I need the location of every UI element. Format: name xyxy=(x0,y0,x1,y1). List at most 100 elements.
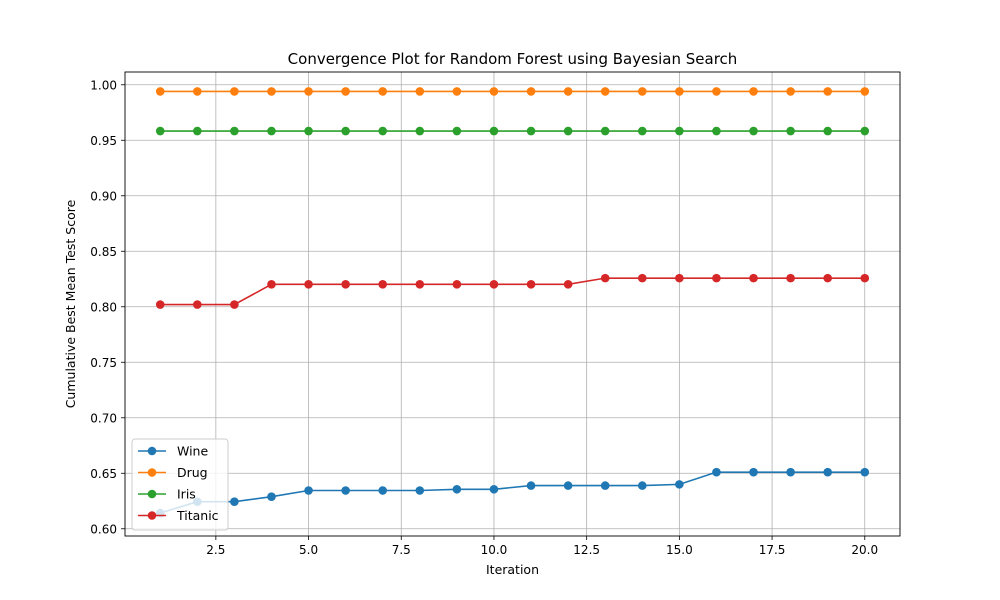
data-point-wine xyxy=(526,481,536,490)
x-axis-label: Iteration xyxy=(486,562,539,577)
x-tick-label: 15.0 xyxy=(666,543,693,557)
data-point-wine xyxy=(637,481,647,490)
x-tick-label: 5.0 xyxy=(299,543,318,557)
data-point-drug xyxy=(267,87,276,96)
y-tick-label: 0.65 xyxy=(90,467,117,481)
data-point-wine xyxy=(304,486,313,495)
data-point-iris xyxy=(749,126,758,136)
data-point-titanic xyxy=(675,273,684,283)
data-point-iris xyxy=(823,126,832,136)
data-point-titanic xyxy=(452,280,462,289)
plot-frame xyxy=(124,71,901,537)
data-point-iris xyxy=(637,126,647,136)
legend-marker xyxy=(147,489,157,499)
data-point-drug xyxy=(563,87,573,96)
data-point-drug xyxy=(823,87,832,96)
data-point-iris xyxy=(415,126,425,136)
x-tick-label: 20.0 xyxy=(851,543,878,557)
data-point-iris xyxy=(563,126,573,136)
legend-marker xyxy=(147,511,157,520)
data-point-iris xyxy=(341,126,350,136)
data-point-iris xyxy=(230,126,239,136)
legend-label: Titanic xyxy=(176,508,219,523)
data-point-iris xyxy=(155,126,165,136)
legend-item-wine: Wine xyxy=(138,444,208,459)
series-line-wine xyxy=(159,471,865,514)
axes: 2.5 5.0 7.5 10.0 12.5 15.0 17.5 20.0 0.60 0.65 0.7… xyxy=(90,78,878,557)
data-point-wine xyxy=(749,467,758,477)
series-drug xyxy=(155,87,870,96)
y-axis-label: Cumulative Best Mean Test Score xyxy=(63,199,78,408)
data-point-titanic xyxy=(637,273,647,283)
data-point-drug xyxy=(675,87,684,96)
data-point-wine xyxy=(786,467,795,477)
data-point-titanic xyxy=(526,280,536,289)
data-point-iris xyxy=(489,126,499,136)
data-point-titanic xyxy=(193,300,202,309)
data-point-titanic xyxy=(823,273,832,283)
data-point-titanic xyxy=(563,280,573,289)
y-tick-label: 0.80 xyxy=(90,300,117,314)
grid xyxy=(125,72,900,536)
data-point-drug xyxy=(786,87,795,96)
data-point-titanic xyxy=(267,280,276,289)
data-point-wine xyxy=(675,480,684,489)
data-point-titanic xyxy=(304,280,313,289)
data-point-titanic xyxy=(860,273,870,283)
data-point-wine xyxy=(452,484,462,494)
series-titanic xyxy=(155,273,870,309)
legend-item-iris: Iris xyxy=(138,487,196,502)
data-point-wine xyxy=(563,481,573,490)
data-point-wine xyxy=(267,492,276,502)
x-tick-label: 7.5 xyxy=(392,543,411,557)
legend: Wine Drug Iris Titanic xyxy=(131,438,229,531)
data-point-drug xyxy=(860,87,870,96)
x-tick-label: 2.5 xyxy=(206,543,225,557)
y-tick-label: 0.85 xyxy=(90,245,117,259)
y-tick-label: 0.75 xyxy=(90,356,117,370)
data-point-drug xyxy=(600,87,610,96)
y-tick-label: 0.70 xyxy=(90,411,117,425)
legend-marker xyxy=(147,468,157,477)
data-point-iris xyxy=(675,126,684,136)
data-point-iris xyxy=(452,126,462,136)
data-point-iris xyxy=(860,126,870,136)
data-point-drug xyxy=(526,87,536,96)
legend-item-titanic: Titanic xyxy=(138,508,219,523)
legend-item-drug: Drug xyxy=(138,465,208,480)
data-point-drug xyxy=(304,87,313,96)
data-point-iris xyxy=(193,126,202,136)
data-point-drug xyxy=(749,87,758,96)
y-tick-label: 0.90 xyxy=(90,189,117,203)
y-tick-label: 1.00 xyxy=(90,78,117,92)
data-point-wine xyxy=(823,467,832,477)
data-point-titanic xyxy=(712,273,721,283)
data-point-drug xyxy=(155,87,165,96)
data-point-drug xyxy=(452,87,462,96)
data-point-titanic xyxy=(230,300,239,309)
data-point-iris xyxy=(712,126,721,136)
data-point-wine xyxy=(489,484,499,494)
data-point-drug xyxy=(341,87,350,96)
data-point-titanic xyxy=(489,280,499,289)
data-point-wine xyxy=(860,467,870,477)
y-tick-label: 0.60 xyxy=(90,522,117,536)
legend-label: Drug xyxy=(177,465,208,480)
x-tick-label: 10.0 xyxy=(481,543,508,557)
data-point-iris xyxy=(600,126,610,136)
data-point-iris xyxy=(786,126,795,136)
data-point-drug xyxy=(637,87,647,96)
legend-label: Wine xyxy=(177,444,208,459)
data-point-titanic xyxy=(749,273,758,283)
data-point-wine xyxy=(712,467,721,477)
legend-marker xyxy=(147,446,157,456)
data-point-wine xyxy=(378,486,388,495)
data-point-wine xyxy=(415,486,425,495)
x-tick-label: 17.5 xyxy=(759,543,786,557)
data-point-titanic xyxy=(155,300,165,309)
data-point-drug xyxy=(230,87,239,96)
data-point-iris xyxy=(526,126,536,136)
chart-title: Convergence Plot for Random Forest using… xyxy=(288,50,738,68)
data-point-titanic xyxy=(341,280,350,289)
